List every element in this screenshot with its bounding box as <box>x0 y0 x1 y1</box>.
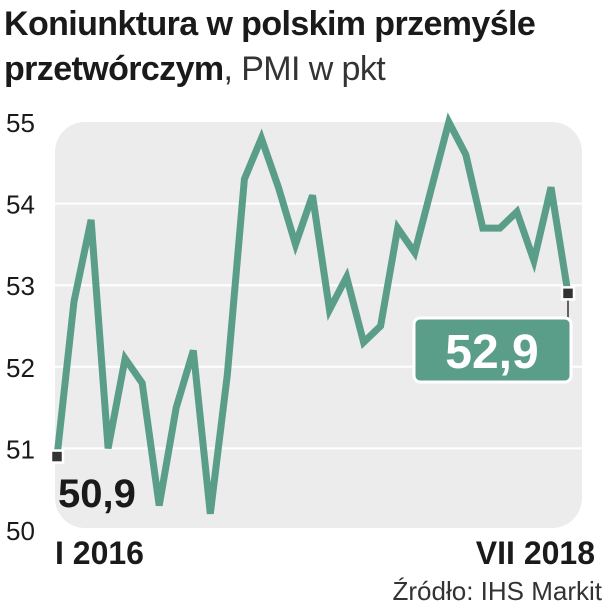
y-tick-label: 55 <box>6 108 35 138</box>
y-axis-ticks: 50 51 52 53 54 55 <box>6 108 35 546</box>
chart-title: Koniunktura w polskim przemyśle przetwór… <box>4 2 604 92</box>
title-line-2: przetwórczym, PMI w pkt <box>4 47 604 92</box>
x-label-end: VII 2018 <box>476 535 595 571</box>
endpoint-markers <box>49 286 576 464</box>
first-value-label: 50,9 <box>58 472 136 516</box>
last-value-box <box>412 316 573 384</box>
chart-panel <box>55 122 582 528</box>
x-label-start: I 2016 <box>55 535 144 571</box>
y-tick-label: 52 <box>6 353 35 383</box>
y-tick-label: 53 <box>6 271 35 301</box>
y-tick-label: 51 <box>6 434 35 464</box>
title-line-2-light: , PMI w pkt <box>223 50 386 88</box>
pmi-series-line <box>53 112 572 515</box>
title-line-1: Koniunktura w polskim przemyśle <box>4 5 536 43</box>
title-line-2-bold: przetwórczym <box>4 50 224 88</box>
first-point-marker <box>49 449 65 464</box>
last-value-label: 52,9 <box>445 326 538 379</box>
y-tick-label: 54 <box>6 190 35 220</box>
y-tick-label: 50 <box>6 516 35 546</box>
source-note: Źródło: IHS Markit <box>393 576 603 606</box>
last-point-marker <box>560 286 576 301</box>
